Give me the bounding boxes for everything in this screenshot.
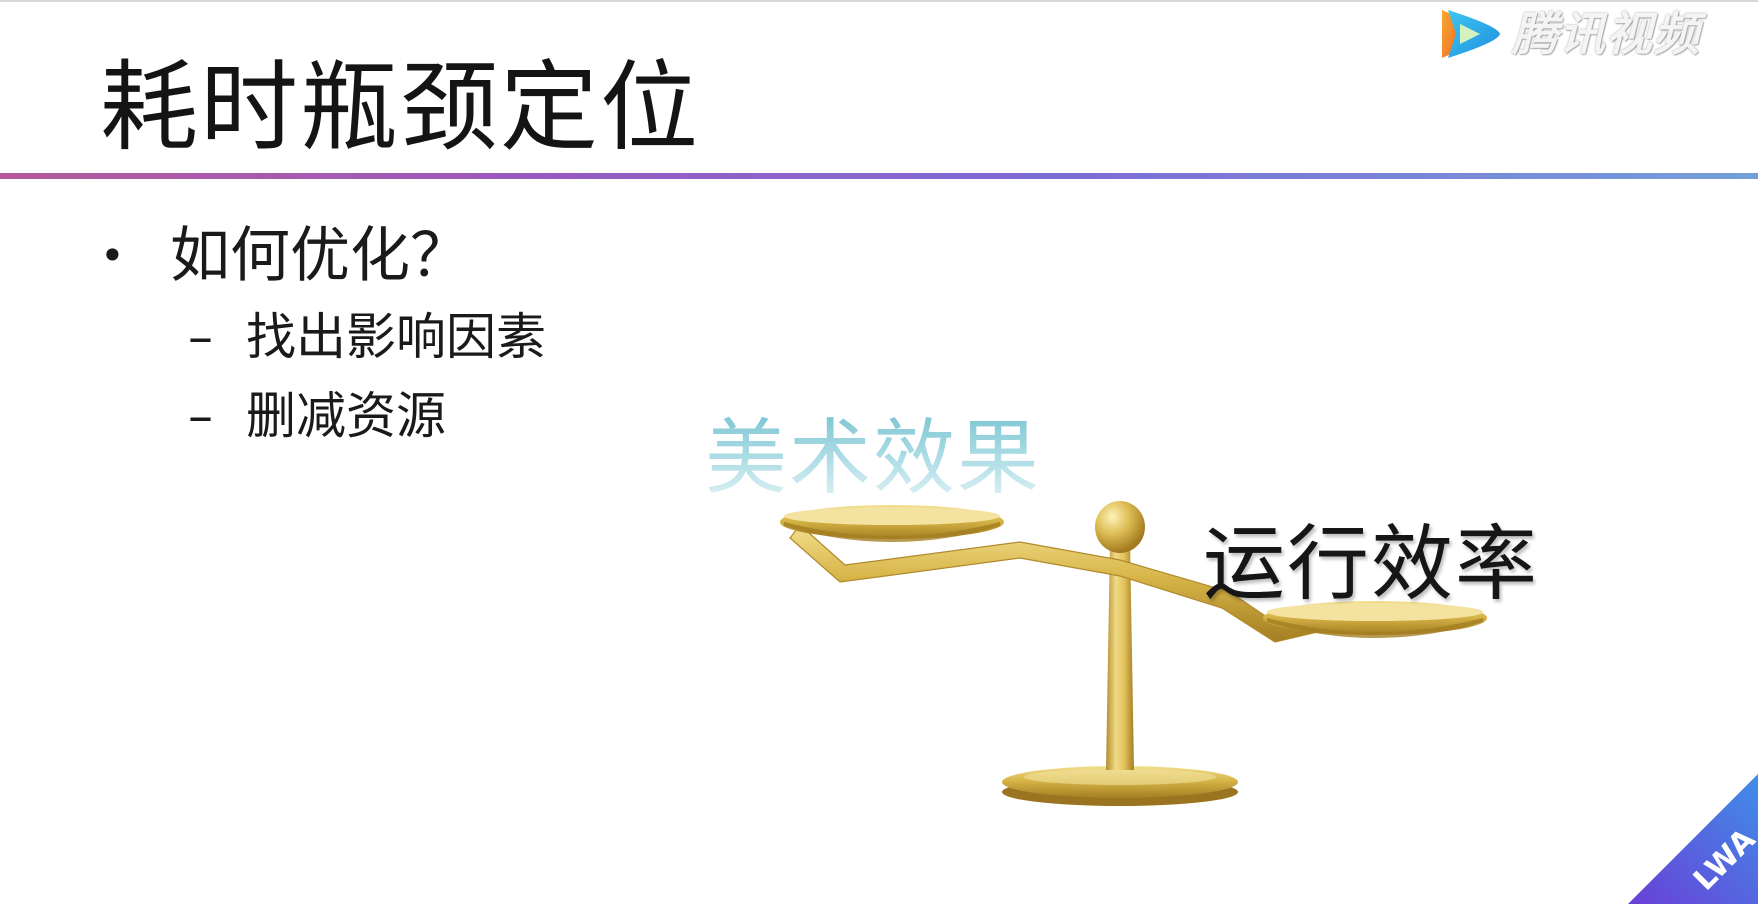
title-divider xyxy=(0,173,1758,179)
play-icon xyxy=(1442,10,1500,58)
sub-bullet-marker: – xyxy=(188,387,213,445)
sub-bullet-text: 删减资源 xyxy=(246,387,446,445)
art-effect-label: 美术效果 xyxy=(705,411,1042,506)
sub-bullet-item: – 删减资源 xyxy=(188,386,446,446)
sub-bullet-item: – 找出影响因素 xyxy=(188,307,546,367)
sub-bullet-marker: – xyxy=(188,308,213,366)
scale-post xyxy=(1106,540,1134,770)
watermark-text: 腾讯视频 xyxy=(1512,7,1700,61)
bullet-text: 如何优化？ xyxy=(170,221,470,291)
slide-title: 耗时瓶颈定位 xyxy=(100,51,701,165)
bullet-marker: • xyxy=(100,231,125,280)
balance-scale-icon xyxy=(780,501,1487,806)
corner-badge: LWA xyxy=(1628,774,1758,904)
scale-knob xyxy=(1095,501,1145,553)
sub-bullet-text: 找出影响因素 xyxy=(246,308,546,366)
runtime-efficiency-label: 运行效率 xyxy=(1203,517,1540,612)
top-border xyxy=(0,0,1758,2)
bullet-item: • 如何优化？ xyxy=(100,220,470,292)
